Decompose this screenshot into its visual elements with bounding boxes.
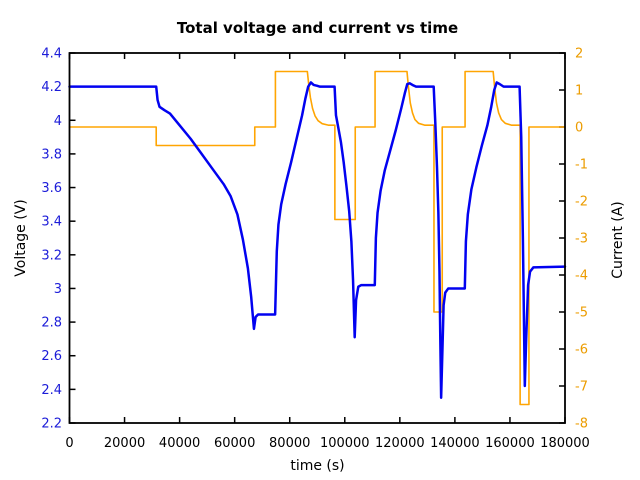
y-right-tick-label: -2	[575, 195, 588, 210]
x-tick-label: 60000	[214, 436, 255, 451]
y-left-tick-label: 3	[54, 282, 62, 297]
y-right-tick-label: -8	[575, 417, 588, 432]
y-right-tick-label: -3	[575, 232, 588, 247]
y-left-tick-label: 3.4	[41, 215, 62, 230]
y-left-tick-label: 4	[54, 114, 62, 129]
chart-title: Total voltage and current vs time	[176, 19, 459, 37]
y-left-tick-label: 4.2	[41, 80, 62, 95]
x-tick-label: 0	[65, 436, 73, 451]
x-axis-label: time (s)	[290, 458, 345, 474]
y-axis-label-current: Current (A)	[610, 201, 626, 279]
y-left-tick-label: 2.8	[41, 316, 62, 331]
x-tick-label: 160000	[485, 436, 535, 451]
y-axis-label-voltage: Voltage (V)	[13, 199, 29, 277]
y-right-tick-label: -4	[575, 269, 588, 284]
y-right-tick-label: -7	[575, 380, 588, 395]
current-line	[68, 70, 566, 406]
voltage-line	[68, 81, 567, 400]
y-right-tick-label: -1	[575, 158, 588, 173]
y-right-tick-label: 2	[575, 47, 583, 62]
y-left-tick-label: 3.6	[41, 181, 62, 196]
y-right-tick-label: 1	[575, 84, 583, 99]
x-tick-label: 20000	[104, 436, 145, 451]
y-right-tick-label: 0	[575, 121, 583, 136]
plot-border	[68, 52, 566, 424]
y-left-tick-label: 2.2	[41, 417, 62, 432]
y-right-tick-label: -6	[575, 343, 588, 358]
x-tick-label: 80000	[269, 436, 310, 451]
x-tick-label: 100000	[320, 436, 370, 451]
y-left-tick-label: 3.2	[41, 248, 62, 263]
x-tick-label: 180000	[540, 436, 590, 451]
y-left-tick-label: 2.4	[41, 383, 62, 398]
x-tick-label: 140000	[430, 436, 480, 451]
x-tick-label: 120000	[375, 436, 425, 451]
x-tick-label: 40000	[159, 436, 200, 451]
y-right-tick-label: -5	[575, 306, 588, 321]
y-left-tick-label: 2.6	[41, 349, 62, 364]
y-left-tick-label: 3.8	[41, 147, 62, 162]
y-left-tick-label: 4.4	[41, 47, 62, 62]
